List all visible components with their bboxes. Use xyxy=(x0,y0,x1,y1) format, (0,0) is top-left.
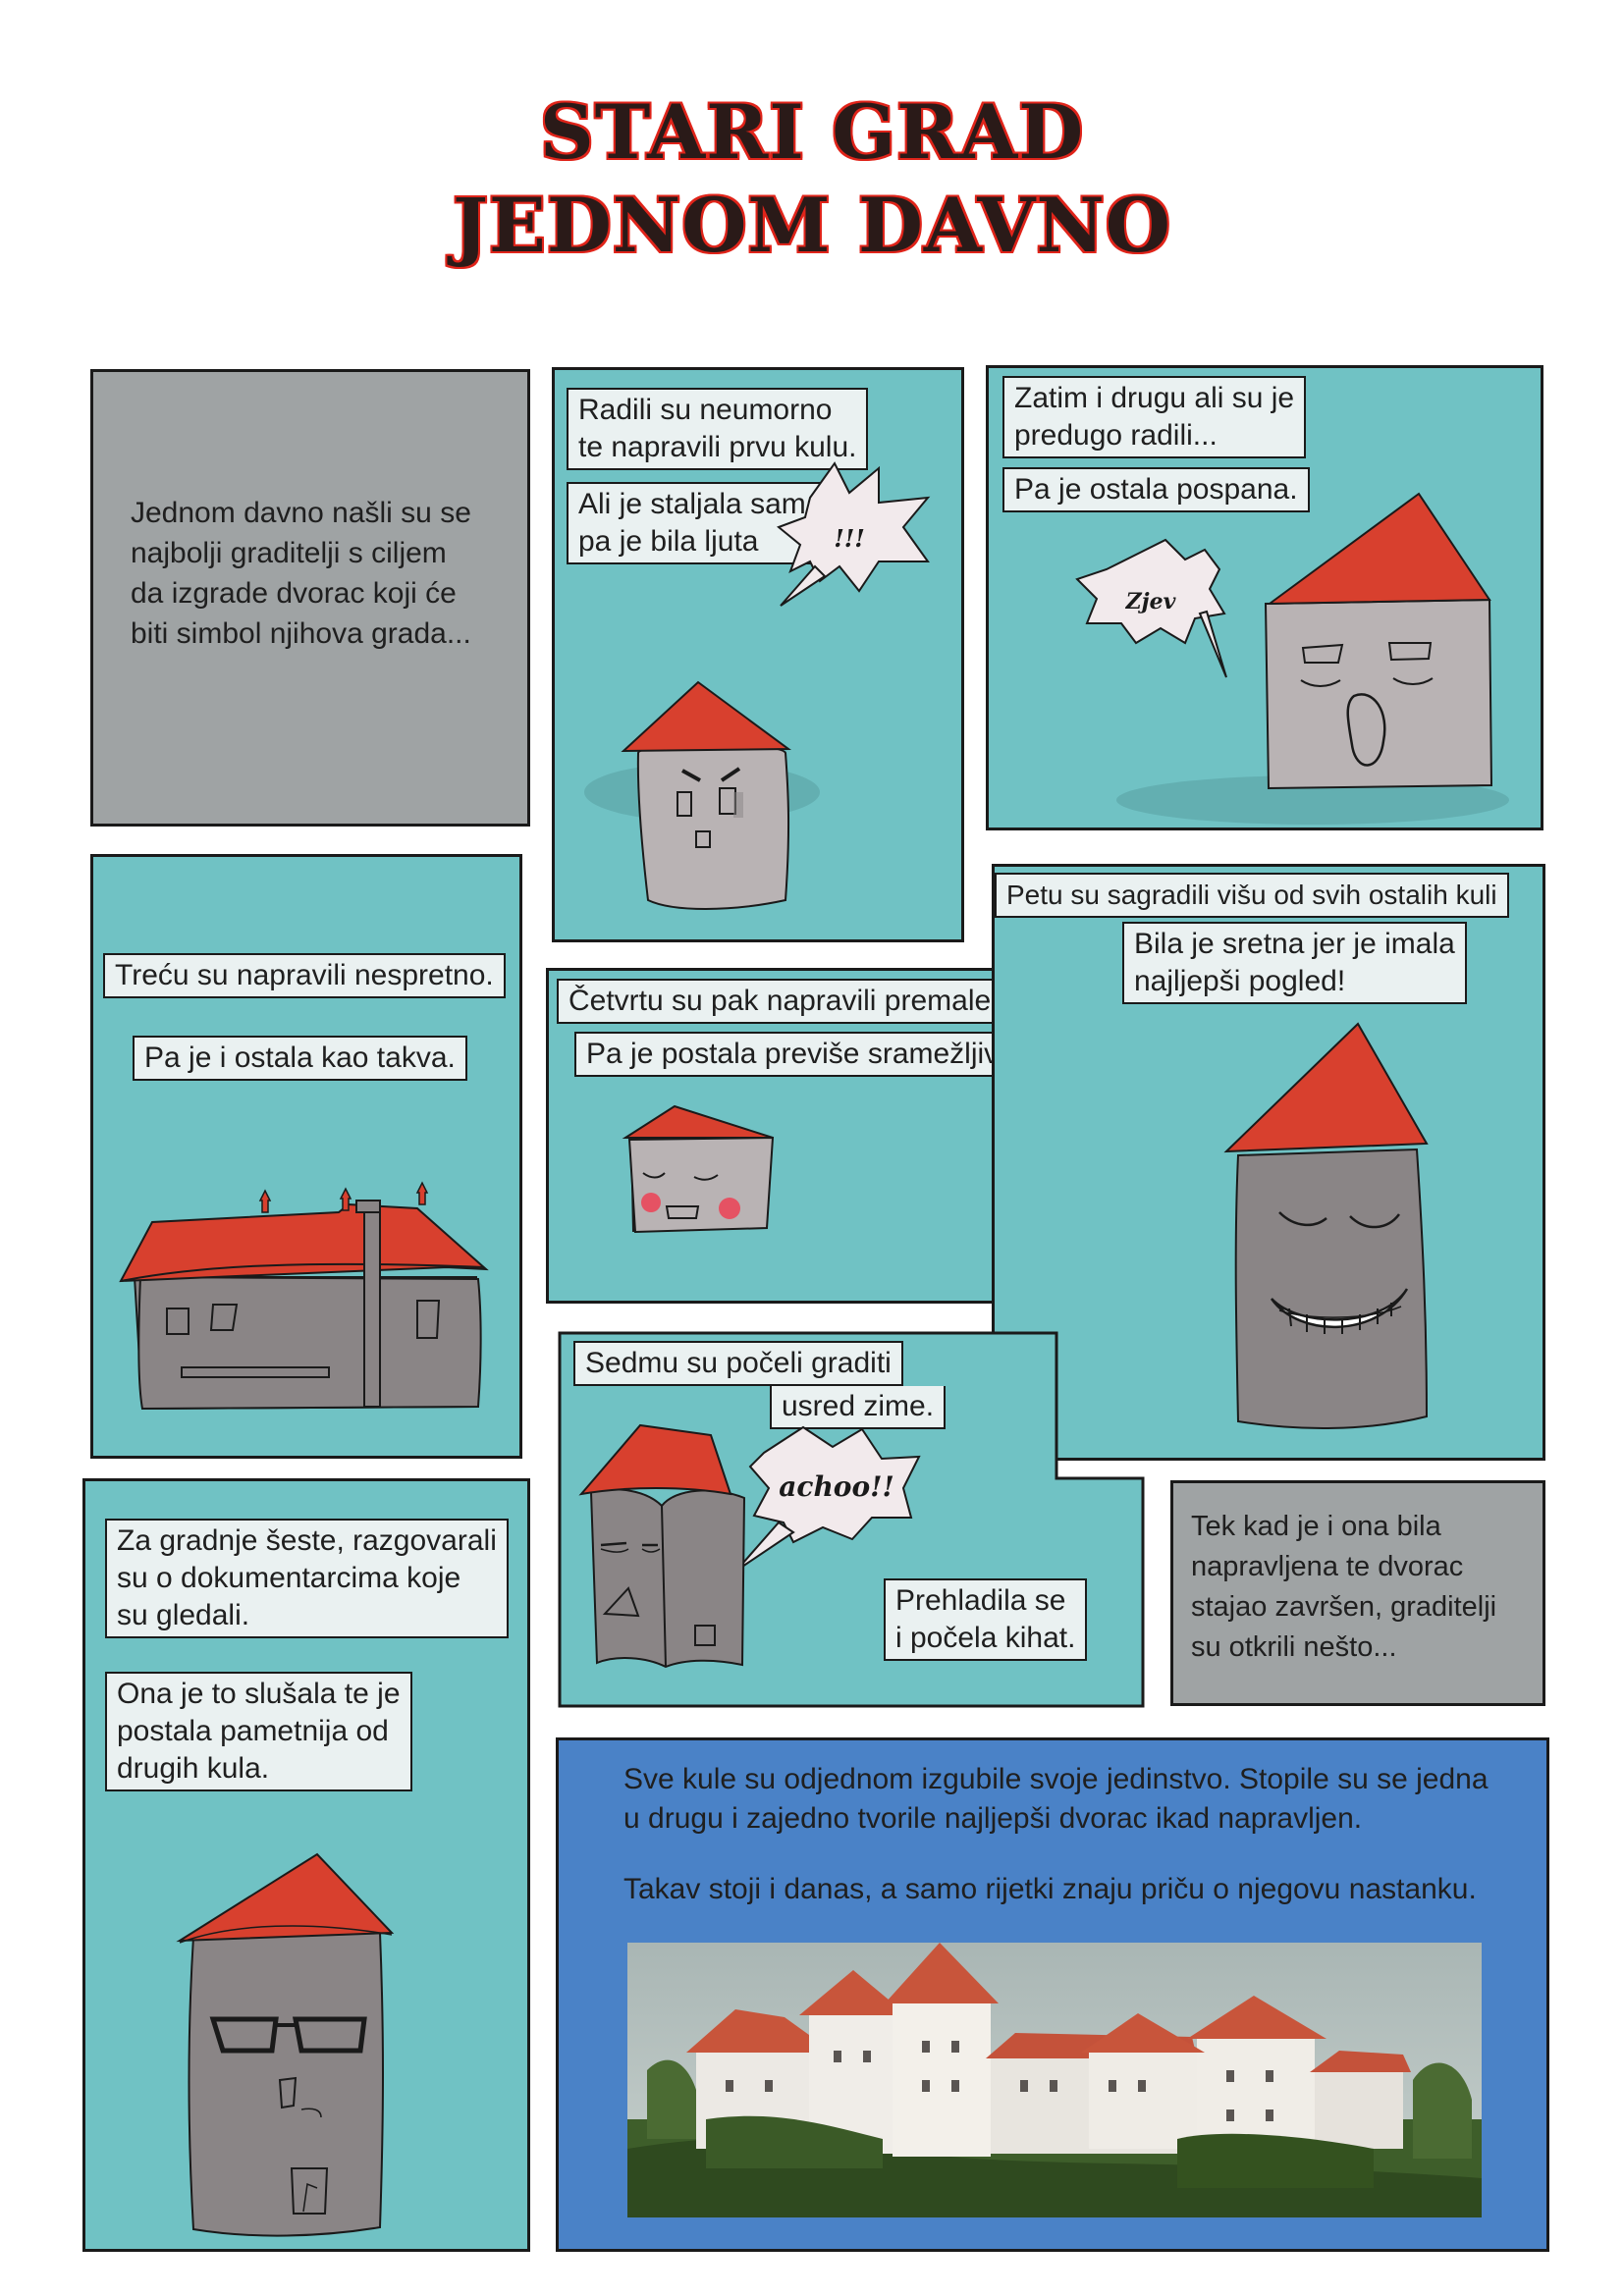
panel-intro: Jednom davno našli su se najbolji gradit… xyxy=(90,369,530,827)
caption-line: najljepši pogled! xyxy=(1134,965,1346,997)
caption-line: Ali je staljala sama xyxy=(578,488,823,520)
panel-fourth-tower: Četvrtu su pak napravili premalenu. Pa j… xyxy=(546,968,1064,1304)
caption-sixth-2: Ona je to slušala te je postala pametnij… xyxy=(105,1672,412,1791)
caption-line: Bila je sretna jer je imala xyxy=(1134,928,1455,960)
caption-line: drugih kula. xyxy=(117,1752,270,1785)
caption-fourth-1: Četvrtu su pak napravili premalenu. xyxy=(557,979,1044,1024)
ending-line: Tek kad je i ona bila xyxy=(1191,1511,1441,1542)
page-title-line1: STARI GRAD xyxy=(539,88,1085,176)
final-text-2: Takav stoji i danas, a samo rijetki znaj… xyxy=(623,1873,1477,1905)
intro-line: najbolji graditelji s ciljem xyxy=(131,537,447,569)
caption-line: su o dokumentarcima koje xyxy=(117,1562,461,1594)
final-line: u drugu i zajedno tvorile najljepši dvor… xyxy=(623,1802,1363,1835)
sneeze-bubble: achoo!! xyxy=(735,1425,921,1572)
caption-seventh-1: Sedmu su počeli graditi usred zime. xyxy=(573,1341,947,1429)
ending-line: su otkrili nešto... xyxy=(1191,1631,1397,1663)
yawn-bubble: Zjev xyxy=(1075,538,1227,678)
sick-tower-illustration: achoo!! xyxy=(578,1423,921,1669)
caption-line: Prehladila se xyxy=(895,1584,1066,1617)
final-text-1: Sve kule su odjednom izgubile svoje jedi… xyxy=(623,1760,1489,1839)
panel-third-tower: Treću su napravili nespretno. Pa je i os… xyxy=(90,854,522,1459)
caption-sixth-1: Za gradnje šeste, razgovarali su o dokum… xyxy=(105,1519,509,1638)
caption-fourth-2: Pa je postala previše sramežljiva. xyxy=(574,1032,1036,1077)
caption-third-2: Pa je i ostala kao takva. xyxy=(133,1036,467,1081)
intro-line: Jednom davno našli su se xyxy=(131,497,471,529)
page-title-line2: JEDNOM DAVNO xyxy=(452,182,1172,269)
caption-line: su gledali. xyxy=(117,1599,250,1631)
ending-line: stajao završen, graditelji xyxy=(1191,1591,1497,1623)
caption-fifth-2: Bila je sretna jer je imala najljepši po… xyxy=(1122,922,1467,1004)
panel-seventh-tower: Sedmu su počeli graditi usred zime. Preh… xyxy=(558,1331,1145,1708)
caption-line: Za gradnje šeste, razgovarali xyxy=(117,1524,497,1557)
panel-first-tower: Radili su neumorno te napravili prvu kul… xyxy=(552,367,964,942)
shout-bubble: !!! xyxy=(777,461,931,607)
happy-tower-illustration xyxy=(1223,1022,1429,1429)
panel-second-tower: Zatim i drugu ali su je predugo radili..… xyxy=(986,365,1543,830)
ending-text: Tek kad je i ona bila napravljena te dvo… xyxy=(1191,1507,1496,1668)
panel-ending: Tek kad je i ona bila napravljena te dvo… xyxy=(1170,1480,1545,1706)
intro-text: Jednom davno našli su se najbolji gradit… xyxy=(131,493,471,654)
caption-fifth-1: Petu su sagradili višu od svih ostalih k… xyxy=(995,873,1509,918)
glasses-icon xyxy=(209,2016,367,2054)
panel-sixth-tower: Za gradnje šeste, razgovarali su o dokum… xyxy=(82,1478,530,2252)
intro-line: biti simbol njihova grada... xyxy=(131,617,471,650)
caption-line: i počela kihat. xyxy=(895,1622,1076,1654)
caption-line: postala pametnija od xyxy=(117,1715,389,1747)
caption-line: te napravili prvu kulu. xyxy=(578,431,857,463)
clumsy-tower-illustration xyxy=(119,1181,489,1411)
smart-tower-illustration xyxy=(176,1852,395,2237)
final-line: Sve kule su odjednom izgubile svoje jedi… xyxy=(623,1763,1489,1795)
caption-line: Radili su neumorno xyxy=(578,394,833,426)
caption-line: pa je bila ljuta xyxy=(578,525,759,558)
castle-photo xyxy=(627,1943,1482,2217)
caption-first-1: Radili su neumorno te napravili prvu kul… xyxy=(567,388,869,470)
panel-fifth-tower: Petu su sagradili višu od svih ostalih k… xyxy=(992,864,1545,1461)
sleepy-tower-illustration: Zjev xyxy=(1075,492,1509,825)
shy-tower-illustration xyxy=(622,1104,775,1234)
caption-line: predugo radili... xyxy=(1014,419,1218,452)
caption-seventh-line-a: Sedmu su počeli graditi xyxy=(573,1341,903,1386)
angry-tower-illustration: !!! xyxy=(584,461,931,910)
caption-third-1: Treću su napravili nespretno. xyxy=(103,953,506,998)
caption-line: Zatim i drugu ali su je xyxy=(1014,382,1295,414)
ending-line: napravljena te dvorac xyxy=(1191,1551,1464,1582)
caption-second-1: Zatim i drugu ali su je predugo radili..… xyxy=(1002,376,1307,458)
caption-second-2: Pa je ostala pospana. xyxy=(1002,467,1310,512)
sneeze-text: achoo!! xyxy=(779,1470,893,1503)
panel-final: Sve kule su odjednom izgubile svoje jedi… xyxy=(556,1737,1549,2252)
caption-line: Ona je to slušala te je xyxy=(117,1678,401,1710)
shout-text: !!! xyxy=(834,524,865,553)
intro-line: da izgrade dvorac koji će xyxy=(131,577,457,610)
yawn-text: Zjev xyxy=(1125,589,1176,614)
caption-seventh-line-b: usred zime. xyxy=(770,1386,947,1429)
caption-seventh-2: Prehladila se i počela kihat. xyxy=(884,1578,1088,1661)
